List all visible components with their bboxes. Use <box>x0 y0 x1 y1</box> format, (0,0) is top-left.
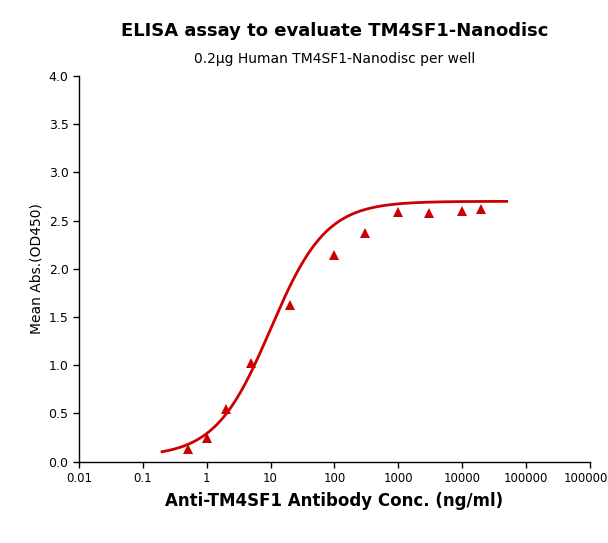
X-axis label: Anti-TM4SF1 Antibody Conc. (ng/ml): Anti-TM4SF1 Antibody Conc. (ng/ml) <box>165 492 503 510</box>
Text: 0.2μg Human TM4SF1-Nanodisc per well: 0.2μg Human TM4SF1-Nanodisc per well <box>194 52 475 66</box>
Text: ELISA assay to evaluate TM4SF1-Nanodisc: ELISA assay to evaluate TM4SF1-Nanodisc <box>121 22 548 40</box>
Y-axis label: Mean Abs.(OD450): Mean Abs.(OD450) <box>29 203 43 334</box>
